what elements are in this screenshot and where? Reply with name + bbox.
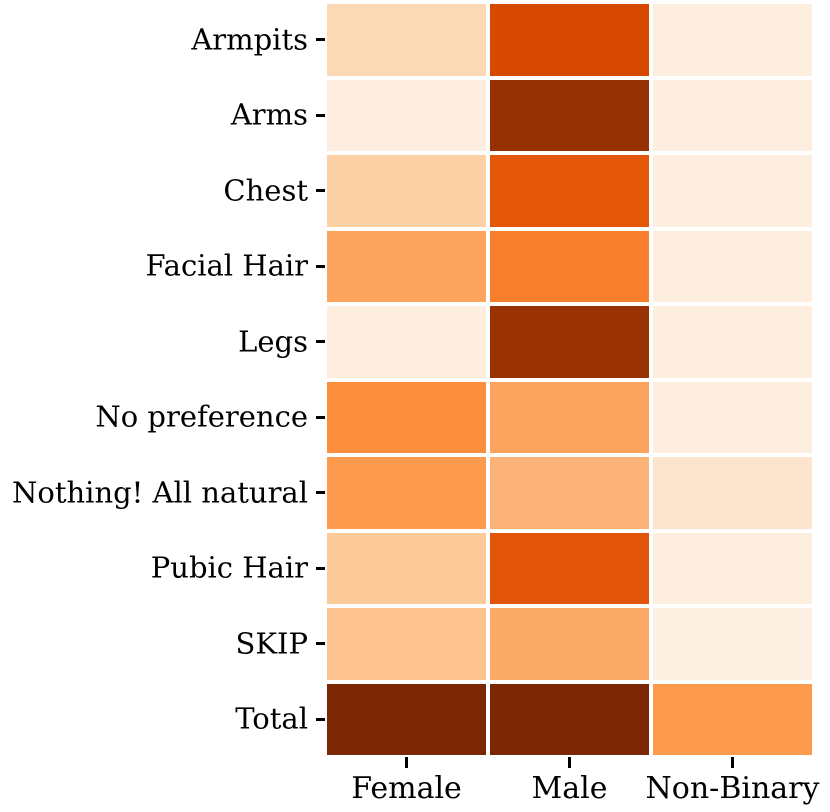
y-tick-mark: [316, 264, 325, 268]
heatmap-cell: [327, 532, 486, 604]
heatmap-cell: [653, 608, 812, 680]
x-tick-mark: [731, 757, 734, 768]
heatmap-cell: [490, 532, 649, 604]
y-tick-mark: [316, 38, 325, 42]
heatmap-cell: [490, 381, 649, 453]
x-tick-label: Female: [351, 771, 462, 806]
y-tick-label: SKIP: [235, 626, 309, 661]
heatmap-cell: [653, 155, 812, 227]
heatmap-cell: [490, 4, 649, 76]
y-tick-mark: [316, 491, 325, 495]
heatmap-cell: [653, 532, 812, 604]
heatmap-cell: [653, 683, 812, 755]
y-tick-label: Chest: [223, 173, 308, 208]
y-tick-label: Facial Hair: [145, 248, 308, 283]
y-tick-mark: [316, 340, 325, 344]
heatmap-cell: [653, 381, 812, 453]
heatmap-cell: [327, 306, 486, 378]
heatmap-cell: [490, 306, 649, 378]
x-tick-label: Male: [531, 771, 608, 806]
heatmap-cell: [490, 683, 649, 755]
heatmap-cell: [490, 79, 649, 151]
heatmap-cell: [327, 230, 486, 302]
heatmap-cell: [327, 683, 486, 755]
x-tick-mark: [568, 757, 571, 768]
y-tick-label: Pubic Hair: [150, 550, 308, 585]
heatmap-cell: [653, 79, 812, 151]
y-tick-mark: [316, 566, 325, 570]
heatmap-cell: [327, 79, 486, 151]
heatmap-cell: [327, 608, 486, 680]
heatmap-cell: [653, 4, 812, 76]
x-tick-label: Non-Binary: [645, 771, 820, 806]
heatmap-cell: [490, 608, 649, 680]
heatmap-cell: [490, 230, 649, 302]
y-tick-mark: [316, 415, 325, 419]
y-tick-label: No preference: [95, 399, 308, 434]
heatmap-cell: [490, 155, 649, 227]
y-tick-label: Armpits: [191, 22, 308, 57]
heatmap-cell: [653, 306, 812, 378]
heatmap-grid: [327, 4, 812, 755]
y-tick-mark: [316, 189, 325, 193]
heatmap-cell: [327, 4, 486, 76]
heatmap-cell: [653, 457, 812, 529]
heatmap-cell: [653, 230, 812, 302]
y-tick-label: Legs: [238, 324, 308, 359]
x-tick-mark: [405, 757, 408, 768]
y-tick-mark: [316, 717, 325, 721]
y-tick-mark: [316, 113, 325, 117]
y-tick-label: Arms: [230, 97, 308, 132]
heatmap-cell: [490, 457, 649, 529]
heatmap-cell: [327, 381, 486, 453]
y-tick-label: Total: [235, 701, 308, 736]
heatmap-cell: [327, 457, 486, 529]
y-tick-mark: [316, 642, 325, 646]
heatmap-cell: [327, 155, 486, 227]
y-tick-label: Nothing! All natural: [12, 475, 308, 510]
